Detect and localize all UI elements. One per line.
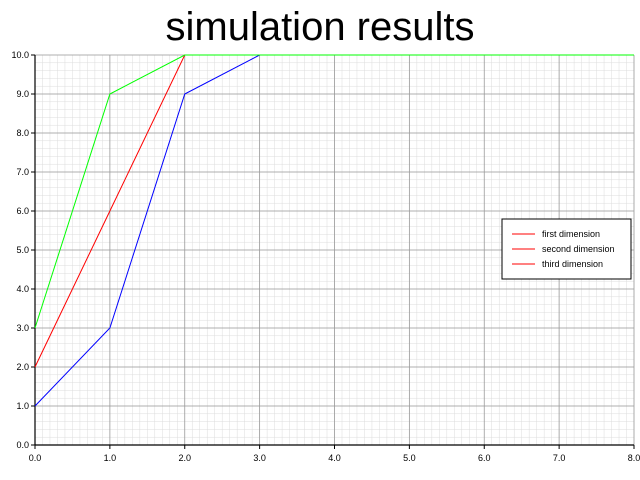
y-tick-label: 0.0 [16, 440, 29, 450]
x-tick-label: 5.0 [403, 453, 416, 463]
y-tick-label: 6.0 [16, 206, 29, 216]
x-tick-label: 4.0 [328, 453, 341, 463]
legend-label: third dimension [542, 259, 603, 269]
legend-label: first dimension [542, 229, 600, 239]
y-axis-ticks: 0.0 1.0 2.0 3.0 4.0 5.0 6.0 7.0 8.0 9.0 10.0 [11, 50, 35, 450]
x-tick-label: 1.0 [104, 453, 117, 463]
y-tick-label: 3.0 [16, 323, 29, 333]
legend: first dimension second dimension third dim… [501, 218, 632, 280]
series-layer [34, 54, 634, 407]
chart-title: simulation results [165, 5, 475, 49]
series-line-3 [34, 54, 634, 329]
x-tick-label: 0.0 [29, 453, 42, 463]
x-tick-label: 2.0 [178, 453, 191, 463]
y-tick-label: 10.0 [11, 50, 29, 60]
x-tick-label: 3.0 [253, 453, 266, 463]
y-tick-label: 9.0 [16, 89, 29, 99]
y-tick-label: 1.0 [16, 401, 29, 411]
y-tick-label: 7.0 [16, 167, 29, 177]
x-tick-label: 6.0 [478, 453, 491, 463]
y-tick-label: 4.0 [16, 284, 29, 294]
x-tick-label: 8.0 [628, 453, 640, 463]
y-tick-label: 5.0 [16, 245, 29, 255]
major-grid [34, 54, 635, 446]
legend-label: second dimension [542, 244, 615, 254]
x-axis-ticks: 0.0 1.0 2.0 3.0 4.0 5.0 6.0 7.0 8.0 [29, 445, 640, 463]
x-tick-label: 7.0 [553, 453, 566, 463]
y-tick-label: 8.0 [16, 128, 29, 138]
y-tick-label: 2.0 [16, 362, 29, 372]
